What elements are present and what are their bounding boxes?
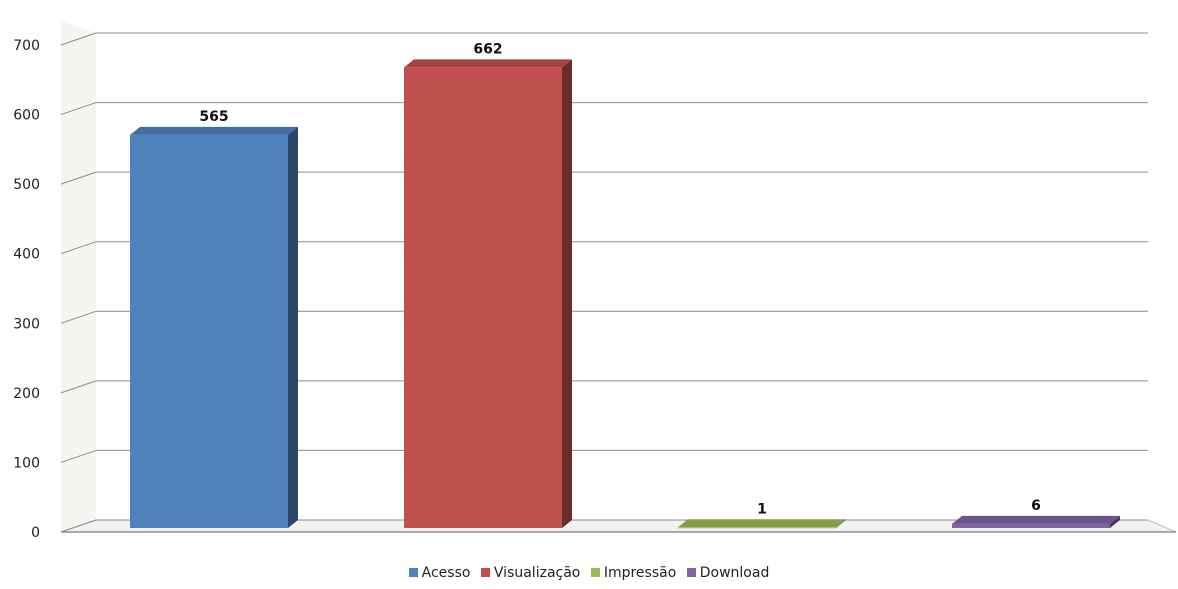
gridline-depth	[60, 241, 97, 255]
bar-side	[1110, 515, 1120, 528]
y-tick-label: 700	[13, 38, 40, 54]
data-label: 565	[199, 109, 228, 125]
y-tick-label: 100	[13, 455, 40, 471]
bar-front	[678, 527, 836, 529]
data-label: 662	[473, 41, 502, 57]
legend-item-visualizacao[interactable]: Visualização	[480, 565, 581, 581]
legend-label: Acesso	[421, 565, 471, 581]
bar-visualização	[404, 59, 572, 529]
y-axis-ticks: 0 100 200 300 400 500 600 700	[13, 38, 40, 541]
data-labels: 565 662 1 6	[199, 41, 1040, 517]
data-label: 1	[757, 501, 767, 517]
bar-front	[404, 67, 562, 529]
legend-label: Download	[699, 565, 770, 581]
gridline-depth	[60, 380, 97, 394]
chart-walls	[60, 21, 1177, 533]
bar-front	[952, 523, 1110, 528]
y-tick-label: 0	[31, 525, 40, 541]
bar-acesso	[130, 126, 298, 529]
bar-side	[288, 126, 298, 529]
legend-item-download[interactable]: Download	[686, 565, 770, 581]
bar-side	[562, 59, 572, 529]
bar-chart: 0 100 200 300 400 500 600 700 565 662 1 6	[13, 21, 1177, 541]
bar-front	[130, 134, 288, 528]
data-label: 6	[1031, 498, 1041, 514]
bar-impressão	[678, 519, 846, 529]
legend-swatch	[590, 568, 600, 577]
y-tick-label: 500	[13, 177, 40, 193]
gridline-depth	[60, 310, 97, 324]
legend-item-impressao[interactable]: Impressão	[590, 565, 677, 581]
gridline-depth	[60, 32, 97, 46]
gridline-depth	[60, 171, 97, 185]
gridline-depth	[60, 102, 97, 116]
y-tick-label: 400	[13, 247, 40, 263]
bar-top	[404, 59, 572, 68]
gridline-depth	[60, 519, 97, 533]
y-tick-label: 200	[13, 386, 40, 402]
bars	[130, 59, 1120, 529]
gridline-depth	[60, 449, 97, 463]
bar-top	[678, 519, 846, 528]
y-tick-label: 600	[13, 108, 40, 124]
legend: Acesso Visualização Impressão Download	[0, 565, 1178, 581]
legend-item-acesso[interactable]: Acesso	[408, 565, 471, 581]
legend-label: Impressão	[603, 565, 677, 581]
side-wall	[61, 21, 96, 532]
legend-swatch	[408, 568, 418, 577]
bar-top	[130, 126, 298, 135]
y-tick-label: 300	[13, 316, 40, 332]
bar-download	[952, 515, 1120, 528]
bar-side	[836, 519, 846, 528]
legend-label: Visualização	[493, 565, 581, 581]
legend-swatch	[686, 568, 696, 577]
legend-swatch	[480, 568, 490, 577]
bar-top	[952, 515, 1120, 524]
